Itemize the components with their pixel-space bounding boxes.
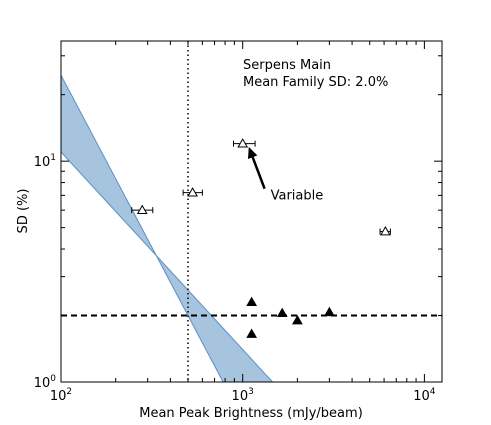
open-triangle-marker (187, 187, 198, 197)
annotation-arrow-head (247, 146, 258, 159)
legend-text-line-2: Mean Family SD: 2.0% (243, 75, 388, 90)
filled-triangle-marker (292, 314, 303, 325)
open-triangle-marker (237, 138, 249, 148)
variable-annotation-label: Variable (271, 189, 324, 204)
plot-frame (60, 40, 443, 383)
variable-annotation: Variable (247, 146, 324, 204)
filled-triangle-marker (276, 307, 288, 318)
legend-text-line-1: Serpens Main (243, 58, 331, 73)
filled-triangle-marker (324, 306, 335, 317)
x-tick-label: 103 (232, 387, 254, 404)
x-tick-label: 102 (50, 387, 72, 404)
x-axis-title: Mean Peak Brightness (mJy/beam) (139, 406, 363, 421)
x-tick-label: 104 (413, 387, 436, 404)
filled-triangle-marker (246, 296, 258, 306)
annotation-arrow-shaft (251, 156, 266, 190)
band-upper-edge (61, 74, 224, 382)
open-triangle-marker (380, 226, 391, 236)
filled-triangle-marker (246, 328, 258, 338)
y-tick-label: 101 (34, 153, 56, 170)
uncertainty-band (61, 74, 274, 382)
y-axis-title: SD (%) (16, 189, 31, 234)
band-fill (61, 75, 273, 382)
reference-lines (61, 41, 442, 382)
band-lower-edge (61, 151, 274, 382)
open-triangle-marker (136, 204, 148, 215)
data-points (131, 138, 391, 338)
